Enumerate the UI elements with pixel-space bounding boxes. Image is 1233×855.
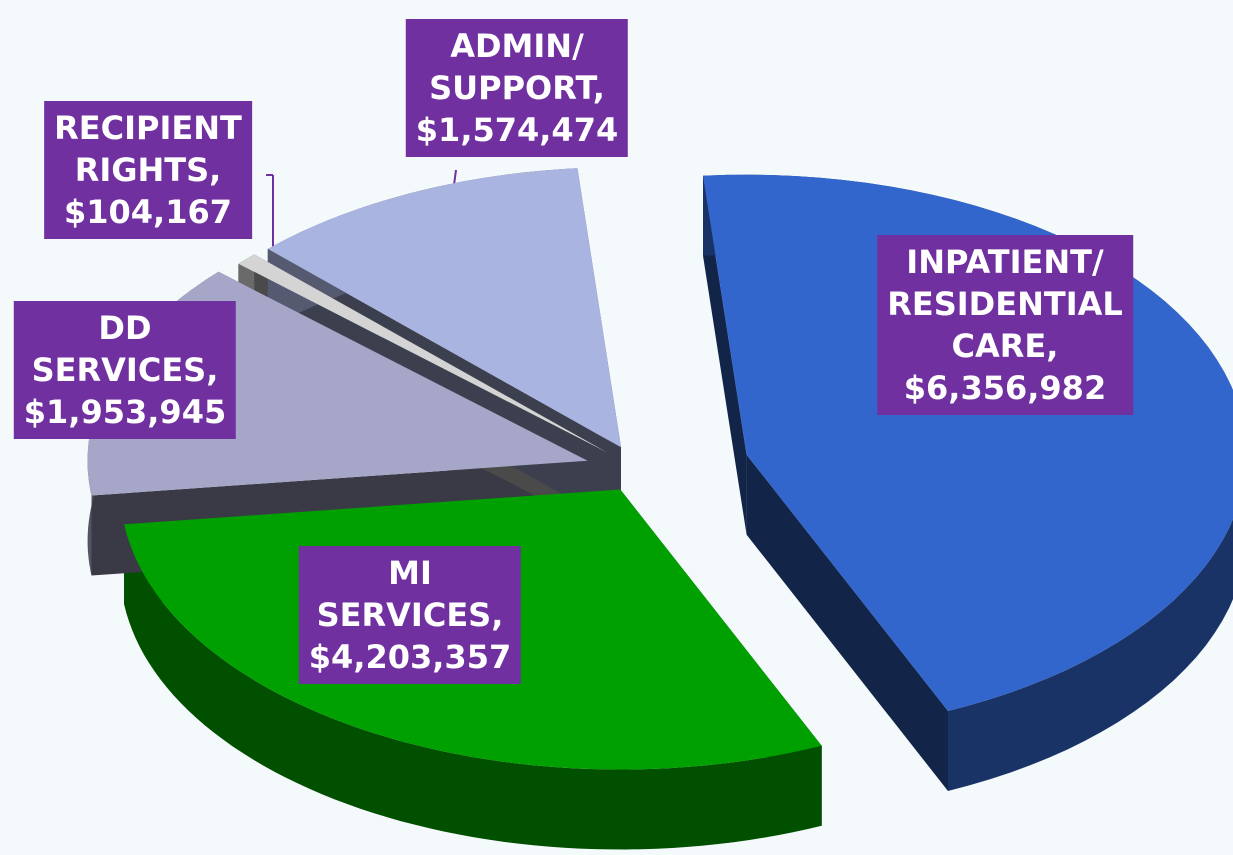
slice-value: $6,356,982 [903,369,1107,407]
slice-name: DD SERVICES, [31,309,219,389]
slice-name: ADMIN/ SUPPORT, [429,27,605,107]
data-label: ADMIN/ SUPPORT, $1,574,474 [405,19,629,157]
outer-wall [124,524,822,850]
data-label: RECIPIENT RIGHTS, $104,167 [44,101,252,239]
data-label: MI SERVICES, $4,203,357 [298,546,522,684]
slice-value: $1,574,474 [415,111,619,149]
slice-name: MI SERVICES, [316,554,504,634]
slice-value: $4,203,357 [308,638,512,676]
data-label: INPATIENT/ RESIDENTIAL CARE, $6,356,982 [877,235,1133,415]
slice-value: $104,167 [63,193,232,231]
radial-wall [746,454,948,791]
radial-wall [703,175,747,535]
pie-slice [238,254,608,453]
slice-name: INPATIENT/ RESIDENTIAL CARE, [887,243,1123,365]
slice-name: RECIPIENT RIGHTS, [54,109,242,189]
pie-slice [267,168,621,448]
data-label: DD SERVICES, $1,953,945 [13,301,237,439]
slice-value: $1,953,945 [23,393,227,431]
